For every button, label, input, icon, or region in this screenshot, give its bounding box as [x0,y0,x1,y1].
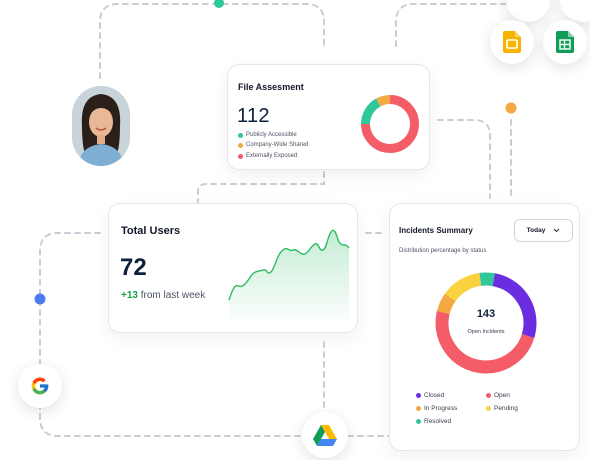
legend-resolved: Resolved [416,418,451,425]
legend-label: Resolved [424,418,452,425]
google-drive-icon[interactable] [302,412,348,458]
partial-icon-top-right [560,0,590,22]
legend-open: Open [486,392,510,399]
legend-closed: Closed [416,392,444,399]
legend-dot [486,406,491,411]
incidents-summary-card: Incidents Summary Distribution percentag… [389,203,580,451]
blue-node-dot [34,293,46,305]
legend-dot [238,142,243,148]
total-users-title: Total Users [121,225,181,237]
legend-externally-exposed: Externally Exposed [238,153,297,159]
legend-dot [416,406,421,411]
google-icon[interactable] [18,364,62,408]
total-users-count: 72 [120,254,147,281]
users-trend-sparkline [228,229,350,320]
google-slides-icon[interactable] [490,20,534,64]
total-users-delta-text: +13 from last week [121,290,205,301]
file-donut-segment-externally-exposed [361,95,419,153]
legend-dot [238,132,243,138]
legend-publicly-accessible: Publicly Accessible [238,132,297,138]
open-incidents-count: 143 [476,308,496,320]
partial-icon-top-left [506,0,550,22]
chevron-down-icon [553,228,560,233]
google-sheets-icon[interactable] [543,20,587,64]
incidents-subtitle: Distribution percentage by status [399,248,487,254]
legend-in-progress: In Progress [416,405,457,412]
incident-donut-segment-open [435,272,537,374]
legend-company-wide-shared: Company-Wide Shared [238,142,308,148]
legend-label: Company-Wide Shared [246,142,309,148]
legend-dot [486,393,491,398]
green-node-dot [214,0,224,8]
incidents-donut [435,272,537,374]
file-assessment-count: 112 [237,105,270,127]
incident-donut-segment-closed [435,272,537,374]
period-label: Today [526,227,546,234]
total-users-card: Total Users 72 +13 from last week [108,203,358,333]
total-users-delta-suffix: from last week [137,290,206,301]
file-donut-segment-company-wide-shared [361,95,419,153]
incidents-title: Incidents Summary [399,226,473,235]
legend-dot [416,393,421,398]
legend-dot [416,419,421,424]
legend-label: In Progress [424,405,458,412]
total-users-delta: +13 [121,290,138,301]
legend-pending: Pending [486,405,518,412]
file-assessment-card: File Assesment 112 Publicly Accessible C… [227,64,430,170]
open-incidents-label: Open Incidents [467,329,505,335]
file-assessment-donut [361,95,419,153]
legend-label: Pending [494,405,518,412]
avatar [72,86,130,166]
legend-label: Publicly Accessible [246,132,297,138]
orange-node-dot [505,102,517,114]
legend-dot [238,153,243,159]
period-dropdown[interactable]: Today [514,219,573,242]
legend-label: Closed [424,392,445,399]
legend-label: Externally Exposed [246,153,298,159]
legend-label: Open [494,392,510,399]
file-assessment-title: File Assesment [238,82,304,92]
